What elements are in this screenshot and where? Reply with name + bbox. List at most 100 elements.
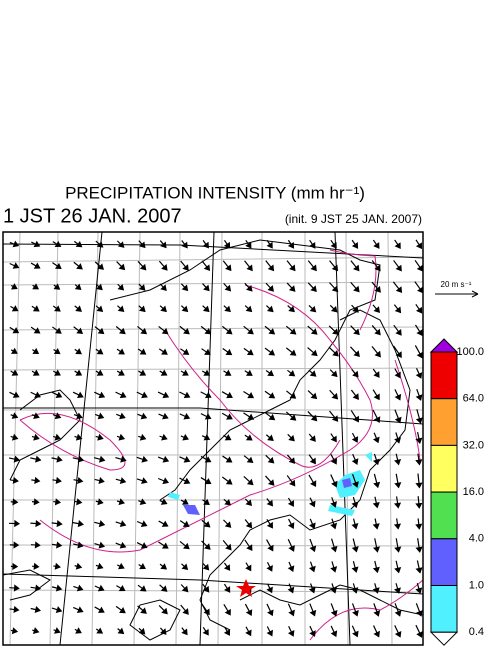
wind-arrow-head <box>394 242 401 249</box>
wind-arrow-head <box>245 369 253 376</box>
wind-arrow-head <box>287 522 295 529</box>
colorbar-bottom-triangle <box>429 631 459 646</box>
wind-arrow-head <box>33 562 40 570</box>
wind-arrow-head <box>374 328 381 336</box>
colorbar-segment <box>430 491 458 540</box>
wind-arrow-head <box>330 242 337 249</box>
wind-arrow-head <box>267 434 274 441</box>
wind-arrow-head <box>181 284 189 292</box>
wind-arrow-head <box>373 371 380 378</box>
wind-arrow-head <box>74 283 82 291</box>
wind-arrow-head <box>53 283 61 290</box>
wind-arrow-head <box>33 433 40 441</box>
wind-arrow-head <box>373 481 381 489</box>
wind-arrow-head <box>310 414 318 422</box>
wind-arrow-head <box>225 348 233 356</box>
wind-arrow-head <box>268 349 276 356</box>
wind-arrow-head <box>160 284 167 291</box>
wind-arrow-head <box>139 241 146 249</box>
wind-arrow-head <box>75 348 82 355</box>
wind-arrow-head <box>53 347 61 355</box>
wind-arrow-head <box>33 498 40 506</box>
wind-arrow-head <box>309 457 316 465</box>
wind-arrow-head <box>373 242 380 249</box>
wind-arrow-head <box>372 523 380 530</box>
wind-arrow-head <box>97 433 104 441</box>
wind-arrow-head <box>119 477 127 485</box>
wind-arrow-head <box>54 262 62 270</box>
wind-arrow-head <box>162 412 169 420</box>
wind-arrow-head <box>352 370 359 378</box>
wind-arrow-head <box>309 630 316 637</box>
colorbar-label: 100.0 <box>456 346 484 358</box>
wind-arrow-head <box>75 241 83 248</box>
wind-arrow-head <box>416 329 423 337</box>
wind-arrow-head <box>98 455 106 463</box>
wind-arrow-head <box>97 606 105 613</box>
wind-arrow-head <box>140 412 148 420</box>
wind-arrow-head <box>33 240 41 248</box>
wind-arrow-head <box>245 305 253 313</box>
wind-arrow-head <box>245 499 253 506</box>
wind-arrow-head <box>97 263 105 270</box>
wind-arrow-head <box>118 498 126 506</box>
wind-arrow-head <box>161 327 169 335</box>
wind-arrow-head <box>310 480 317 488</box>
wind-arrow-head <box>288 434 295 442</box>
colorbar-label: 4.0 <box>469 533 484 545</box>
wind-arrow-head <box>372 566 380 574</box>
wind-arrow-head <box>415 567 423 574</box>
wind-arrow-head <box>245 434 253 441</box>
wind-arrow-head <box>13 584 20 592</box>
wind-arrow-head <box>55 584 63 592</box>
wind-arrow-head <box>351 566 359 573</box>
wind-arrow-head <box>76 584 84 592</box>
wind-arrow-head <box>373 546 381 553</box>
colorbar-top-triangle <box>429 338 459 353</box>
wind-arrow-head <box>33 262 41 269</box>
wind-arrow-head <box>117 241 125 248</box>
wind-arrow-head <box>118 562 125 570</box>
wind-arrow-head <box>182 369 189 376</box>
wind-arrow-head <box>54 412 62 420</box>
wind-arrow-head <box>13 455 21 463</box>
map <box>3 232 423 645</box>
wind-arrow-head <box>353 285 360 293</box>
wind-arrow-head <box>394 502 402 509</box>
wind-arrow-head <box>330 501 337 508</box>
wind-arrow-head <box>183 456 191 463</box>
wind-arrow-head <box>96 562 104 570</box>
wind-arrow-head <box>330 566 338 573</box>
wind-arrow-head <box>330 522 338 530</box>
colorbar-segment <box>430 444 458 493</box>
wind-arrow-head <box>287 565 295 573</box>
wind-arrow-head <box>55 476 62 484</box>
wind-arrow-head <box>310 392 318 400</box>
wind-arrow-head <box>77 455 85 463</box>
wind-arrow-head <box>183 391 191 399</box>
wind-arrow-head <box>54 240 62 247</box>
colorbar-label: 32.0 <box>463 439 484 451</box>
wind-arrow-head <box>394 306 402 314</box>
wind-arrow-head <box>183 542 190 550</box>
wind-arrow-head <box>140 607 147 614</box>
wind-arrow-head <box>245 521 253 529</box>
wind-arrow-head <box>416 264 423 272</box>
wind-arrow-head <box>352 415 359 423</box>
wind-arrow-head <box>119 541 127 549</box>
wind-arrow-head <box>266 499 274 507</box>
wind-arrow-head <box>13 605 20 614</box>
wind-arrow-head <box>12 391 20 398</box>
wind-arrow-head <box>97 584 105 592</box>
wind-arrow-head <box>181 628 188 636</box>
wind-arrow-head <box>160 563 168 570</box>
wind-arrow-head <box>182 608 189 615</box>
wind-arrow-head <box>225 543 232 551</box>
map-frame <box>2 231 424 646</box>
wind-arrow-head <box>204 391 212 399</box>
wind-arrow-head <box>117 305 125 313</box>
wind-arrow-head <box>77 520 84 528</box>
init-time: (init. 9 JST 25 JAN. 2007) <box>285 212 422 226</box>
wind-arrow-head <box>77 541 84 549</box>
wind-arrow-head <box>352 630 359 638</box>
